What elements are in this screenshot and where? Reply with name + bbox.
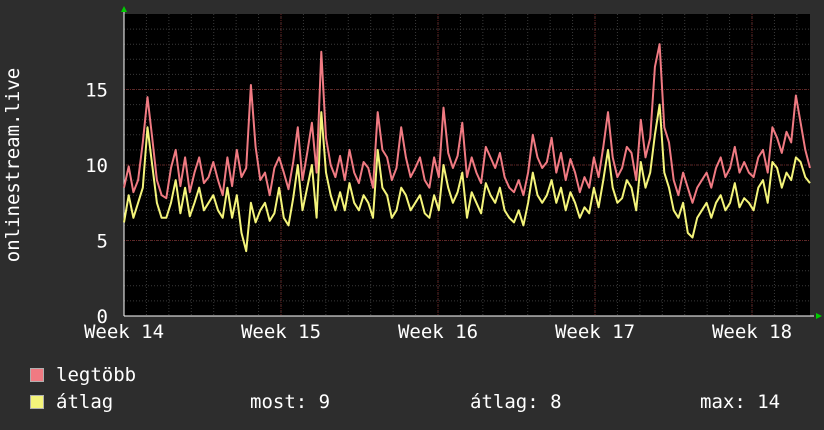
stat-avg-label: átlag: — [470, 391, 539, 413]
stat-max-value: 14 — [757, 391, 781, 413]
y-axis-arrow-icon — [121, 6, 127, 12]
x-tick-label: Week 18 — [712, 321, 792, 343]
stat-max: max: 14 — [700, 391, 780, 413]
stat-avg-value: 8 — [550, 391, 562, 413]
x-tick-label: Week 16 — [398, 321, 478, 343]
legend-item-max: legtöbb — [30, 364, 136, 386]
labels: 0 5 10 15 Week 14 Week 15 Week 16 Week 17 Week 1… — [84, 80, 792, 344]
series-layer — [123, 43, 811, 253]
stat-now-label: most: — [250, 391, 308, 413]
y-tick-label: 5 — [97, 231, 108, 253]
series-line-avg — [123, 103, 811, 253]
x-tick-label: Week 14 — [84, 321, 164, 343]
stat-max-label: max: — [700, 391, 746, 413]
y-tick-label: 10 — [85, 155, 108, 177]
x-tick-label: Week 17 — [555, 321, 635, 343]
legend-label-max: legtöbb — [56, 364, 137, 386]
y-tick-label: 0 — [97, 306, 108, 328]
legend-label-avg: átlag — [56, 391, 114, 413]
x-tick-label: Week 15 — [241, 321, 321, 343]
stat-now: most: 9 — [250, 391, 330, 413]
stat-avg: átlag: 8 — [470, 391, 562, 413]
y-axis-label: onlinestream.live — [2, 68, 24, 262]
stat-now-value: 9 — [318, 391, 331, 413]
series-line-max — [123, 43, 811, 204]
y-tick-label: 15 — [85, 80, 108, 102]
legend-swatch-avg — [30, 395, 44, 409]
legend-swatch-max — [30, 368, 44, 382]
legend-item-avg: átlag — [30, 391, 113, 413]
axes — [121, 6, 822, 319]
x-axis-arrow-icon — [816, 313, 822, 319]
